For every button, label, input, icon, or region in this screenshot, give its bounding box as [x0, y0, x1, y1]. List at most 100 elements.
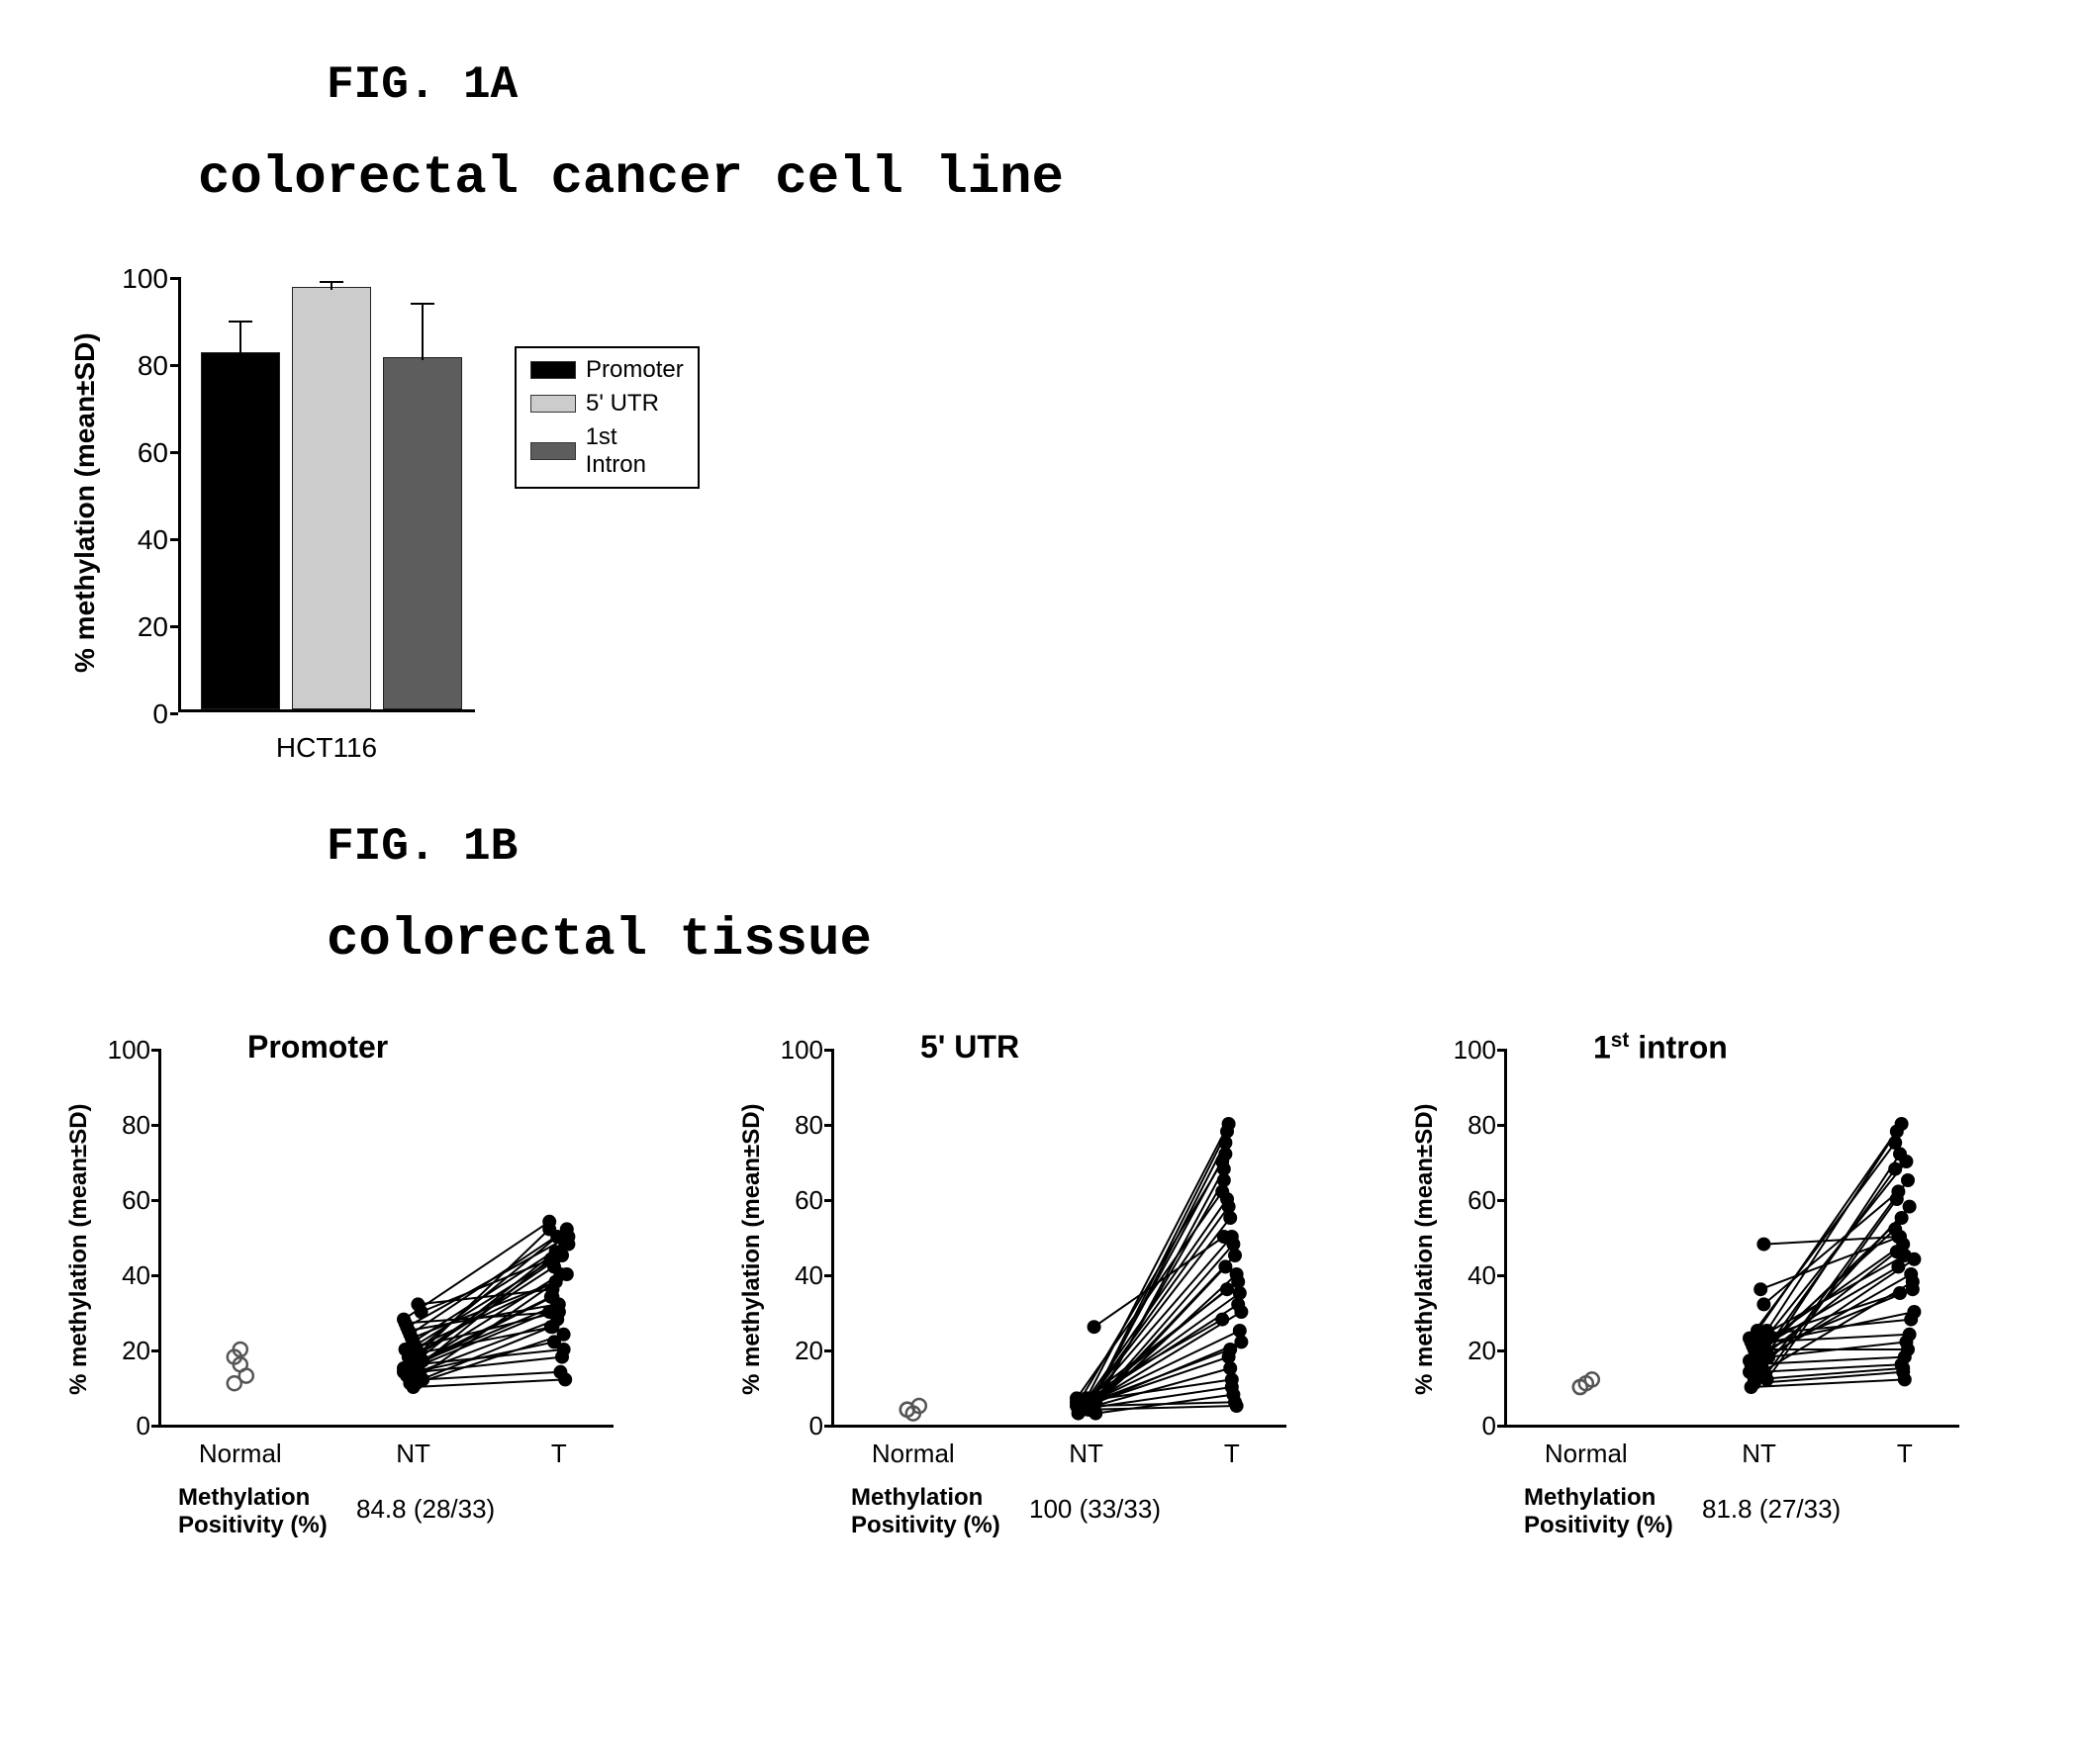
- t-point: [1893, 1286, 1907, 1300]
- t-point: [561, 1238, 575, 1252]
- panel-b-xcat: NT: [1710, 1439, 1809, 1469]
- panel-b-tickmark: [1497, 1425, 1504, 1428]
- panel-b-ytick: 20: [776, 1336, 823, 1366]
- pair-line: [1752, 1379, 1905, 1387]
- panel-b-tickmark: [151, 1425, 158, 1428]
- panel-b-ytick: 100: [103, 1035, 150, 1066]
- t-point: [558, 1372, 572, 1386]
- pair-line: [1089, 1406, 1237, 1410]
- t-point: [1230, 1399, 1244, 1413]
- panel-a-tickmark: [170, 277, 178, 280]
- legend-row: 1st Intron: [530, 423, 684, 479]
- pair-line: [414, 1379, 566, 1387]
- pair-line: [423, 1372, 560, 1380]
- legend-swatch: [530, 395, 576, 413]
- errorbar-cap: [320, 281, 343, 283]
- t-point: [547, 1253, 561, 1266]
- figure-1a-label: FIG. 1A: [327, 59, 518, 111]
- panel-b-xcat: NT: [1037, 1439, 1136, 1469]
- t-point: [1234, 1335, 1248, 1348]
- nt-point: [1753, 1282, 1767, 1296]
- t-point: [1888, 1222, 1902, 1236]
- nt-point: [399, 1316, 413, 1330]
- panel-a-tickmark: [170, 538, 178, 541]
- x-axis: [831, 1425, 1286, 1428]
- panel-a-tickmark: [170, 451, 178, 454]
- panel-a-tickmark: [170, 712, 178, 715]
- meth-positivity-label: MethylationPositivity (%): [851, 1484, 1000, 1538]
- panel-a-ytick: 20: [119, 611, 168, 643]
- t-point: [549, 1275, 563, 1289]
- panel-b-ytick: 40: [1449, 1260, 1496, 1291]
- panel-b-tickmark: [824, 1349, 831, 1352]
- figure-1a-title: colorectal cancer cell line: [198, 148, 1064, 209]
- panel-b-xcat: T: [510, 1439, 609, 1469]
- panel-b-ylabel: % methylation (mean±SD): [738, 1103, 766, 1395]
- panel-a-ytick: 60: [119, 437, 168, 469]
- panel-b-ylabel: % methylation (mean±SD): [1411, 1103, 1439, 1395]
- bar-5-utr: [292, 287, 371, 709]
- t-point: [1899, 1155, 1913, 1168]
- t-point: [1906, 1275, 1920, 1289]
- panel-b-xcat: T: [1183, 1439, 1281, 1469]
- panel-a-ytick: 0: [119, 698, 168, 730]
- panel-b-tickmark: [151, 1274, 158, 1277]
- t-point: [1217, 1230, 1231, 1244]
- errorbar: [239, 321, 241, 355]
- t-point: [1223, 1211, 1237, 1225]
- nt-point: [1751, 1324, 1764, 1338]
- panel-b-3: % methylation (mean±SD)1st intron0204060…: [1415, 1019, 2029, 1652]
- nt-point: [1756, 1238, 1770, 1252]
- legend-label: Promoter: [586, 356, 684, 384]
- panel-a-tickmark: [170, 625, 178, 628]
- panel-b-ytick: 60: [776, 1185, 823, 1216]
- panel-b-ytick: 80: [103, 1110, 150, 1141]
- t-point: [1898, 1372, 1912, 1386]
- pair-line: [404, 1222, 549, 1320]
- panel-a-ytick: 100: [119, 263, 168, 295]
- errorbar-cap: [229, 321, 252, 323]
- panel-b-tickmark: [1497, 1049, 1504, 1052]
- errorbar-cap: [411, 303, 434, 305]
- nt-point: [1745, 1380, 1758, 1394]
- panel-b-ytick: 80: [1449, 1110, 1496, 1141]
- t-point: [1225, 1372, 1239, 1386]
- meth-positivity-label: MethylationPositivity (%): [1524, 1484, 1673, 1538]
- meth-positivity-label: MethylationPositivity (%): [178, 1484, 328, 1538]
- t-point: [1903, 1328, 1917, 1342]
- panel-b-2: % methylation (mean±SD)5' UTR02040608010…: [742, 1019, 1356, 1652]
- t-point: [1231, 1297, 1245, 1311]
- panel-b-1: % methylation (mean±SD)Promoter020406080…: [69, 1019, 683, 1652]
- t-point: [1901, 1173, 1915, 1187]
- panel-b-ytick: 100: [776, 1035, 823, 1066]
- t-point: [1901, 1343, 1915, 1356]
- panel-a-barchart: % methylation (mean±SD) 020406080100 HCT…: [79, 257, 594, 772]
- t-point: [545, 1320, 559, 1334]
- pair-line: [1090, 1143, 1225, 1406]
- legend-swatch: [530, 361, 576, 379]
- panel-b-tickmark: [1497, 1199, 1504, 1202]
- panel-b-tickmark: [824, 1425, 831, 1428]
- errorbar: [422, 303, 424, 359]
- panel-b-ytick: 60: [103, 1185, 150, 1216]
- panel-b-ytick: 20: [103, 1336, 150, 1366]
- legend-label: 1st Intron: [586, 423, 684, 479]
- normal-point: [228, 1376, 241, 1390]
- legend-row: Promoter: [530, 356, 684, 384]
- figure-1b-title: colorectal tissue: [327, 910, 872, 971]
- panel-b-ytick: 40: [103, 1260, 150, 1291]
- panel-b-tickmark: [824, 1049, 831, 1052]
- t-point: [1904, 1313, 1918, 1327]
- panel-b-tickmark: [151, 1049, 158, 1052]
- panel-b-ytick: 60: [1449, 1185, 1496, 1216]
- panel-b-ytick: 0: [1449, 1411, 1496, 1441]
- t-point: [1228, 1249, 1242, 1262]
- panel-b-tickmark: [1497, 1349, 1504, 1352]
- pair-line: [1088, 1132, 1227, 1410]
- panel-b-ytick: 0: [103, 1411, 150, 1441]
- panel-b-plot: [1504, 1049, 1959, 1425]
- nt-point: [1743, 1353, 1756, 1367]
- nt-point: [1088, 1320, 1101, 1334]
- legend-label: 5' UTR: [586, 390, 659, 418]
- panel-b-tickmark: [824, 1274, 831, 1277]
